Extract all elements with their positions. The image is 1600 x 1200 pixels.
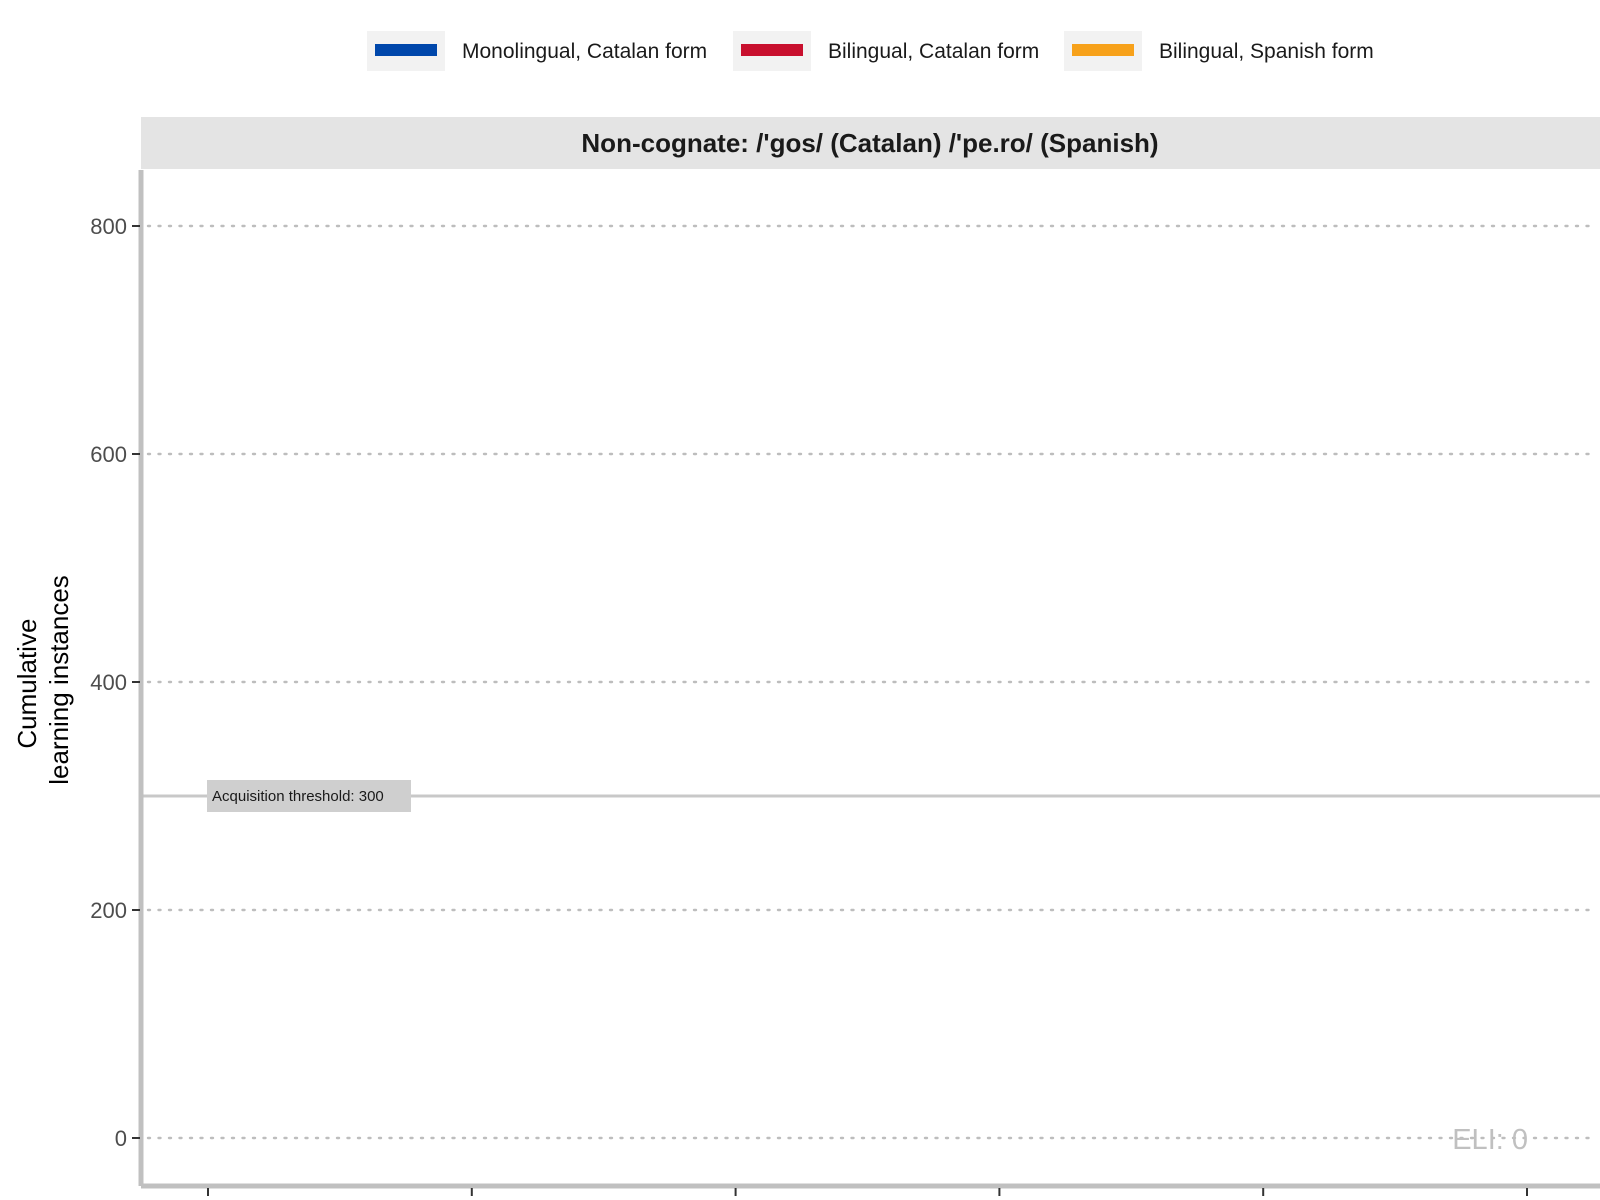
threshold: Acquisition threshold: 300 [141,780,1600,812]
threshold-label: Acquisition threshold: 300 [212,788,384,805]
facet-strip [141,117,1600,169]
y-tick-label: 600 [90,442,127,467]
y-ticks: 0 200 400 600 800 [90,214,140,1151]
facet-title: Non-cognate: /'gos/ (Catalan) /'pe.ro/ (… [581,128,1158,158]
y-axis-title-line1: Cumulative [12,619,42,749]
legend-label: Bilingual, Catalan form [828,40,1039,63]
x-ticks [207,1188,1528,1196]
y-axis-title-line2: learning instances [44,575,74,785]
y-tick-label: 0 [115,1126,127,1151]
legend: Monolingual, Catalan form Bilingual, Cata… [367,31,1374,71]
threshold-label-box [207,780,411,812]
legend-label: Bilingual, Spanish form [1159,40,1374,63]
y-tick-label: 800 [90,214,127,239]
eli-annotation: ELI: 0 [1452,1124,1528,1156]
y-tick-label: 200 [90,898,127,923]
y-tick-label: 400 [90,670,127,695]
gridlines [146,224,1594,1140]
y-axis-title: Cumulative learning instances [12,575,74,785]
legend-label: Monolingual, Catalan form [462,40,707,63]
